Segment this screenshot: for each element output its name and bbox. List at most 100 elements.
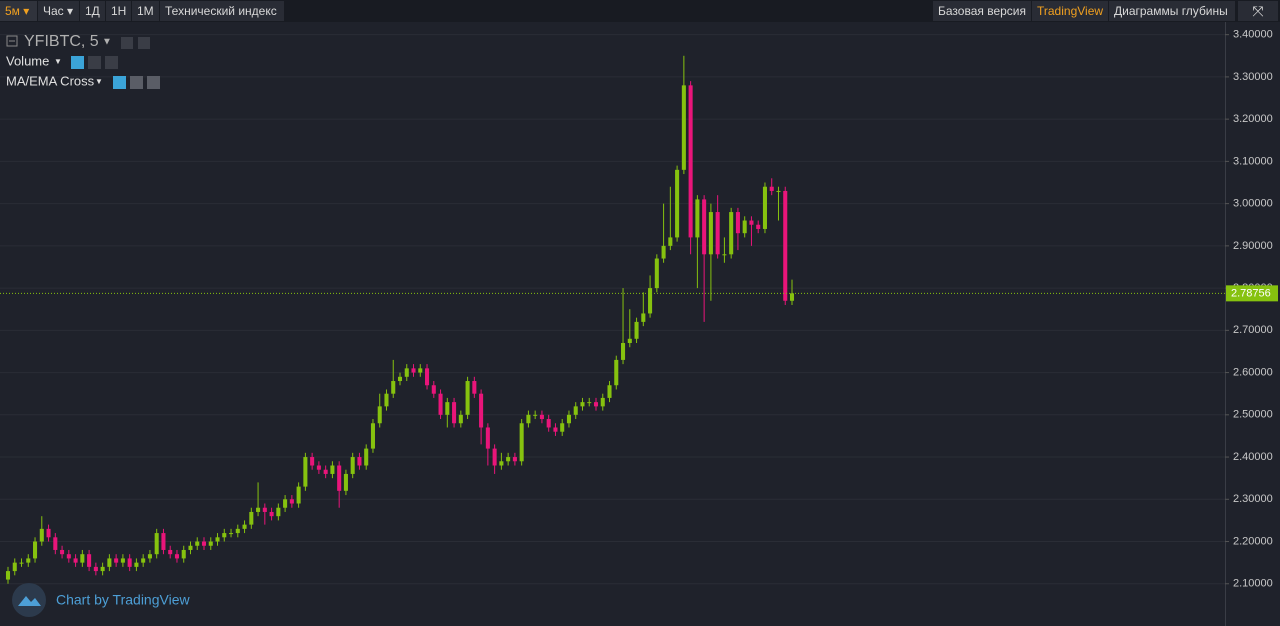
candle-body: [120, 558, 125, 563]
candle-body: [566, 414, 571, 424]
candle-body: [668, 237, 673, 246]
candle-body: [560, 423, 565, 432]
candle-body: [762, 186, 767, 229]
candle-body: [66, 554, 71, 559]
candle-body: [19, 562, 24, 564]
last-price-badge: [1226, 285, 1278, 302]
y-tick-label: 2.20000: [1233, 535, 1273, 547]
candle-body: [458, 414, 463, 424]
candle-body: [627, 338, 632, 344]
interval-button[interactable]: Час ▾: [38, 1, 79, 21]
y-tick-label: 2.90000: [1233, 240, 1273, 252]
dropdown-arrow[interactable]: ▼: [102, 37, 112, 48]
candle-body: [12, 562, 17, 572]
candle-body: [154, 533, 159, 555]
interval-button[interactable]: 1Д: [80, 1, 105, 21]
candle-body: [316, 465, 321, 470]
view-button[interactable]: TradingView: [1032, 1, 1108, 21]
candle-body: [607, 385, 612, 398]
candle-body: [742, 220, 747, 234]
candle-body: [756, 224, 761, 229]
candle-body: [296, 486, 301, 504]
candle-body: [472, 381, 477, 394]
settings-icon[interactable]: [130, 76, 143, 89]
interval-button[interactable]: 1Н: [106, 1, 131, 21]
candle-body: [46, 528, 51, 538]
candle-body: [262, 507, 267, 512]
candle-body: [141, 558, 146, 563]
candle-body: [181, 549, 186, 559]
settings-icon[interactable]: [121, 37, 133, 49]
candle-body: [269, 511, 274, 517]
candle-body: [208, 541, 213, 546]
dropdown-arrow[interactable]: ▼: [95, 77, 103, 86]
last-price-label: 2.78756: [1231, 287, 1271, 299]
candle-body: [675, 169, 680, 238]
candle-body: [330, 465, 335, 474]
candle-body: [769, 186, 774, 191]
interval-button[interactable]: 1М: [132, 1, 159, 21]
indicators-button[interactable]: Технический индекс: [160, 1, 284, 21]
candle-body: [465, 381, 470, 415]
candle-body: [776, 190, 781, 192]
candle-body: [147, 554, 152, 559]
y-tick-label: 2.30000: [1233, 493, 1273, 505]
candle-body: [452, 402, 457, 424]
candle-body: [425, 368, 430, 386]
candle-body: [114, 558, 119, 563]
candle-body: [479, 393, 484, 428]
view-button[interactable]: Диаграммы глубины: [1109, 1, 1235, 21]
candle-body: [249, 511, 254, 525]
legend: YFIBTC, 5 ▼ Volume ▼ MA/EMA Cross ▼: [6, 33, 160, 89]
candle-body: [614, 359, 619, 386]
candle-body: [87, 554, 92, 567]
interval-button[interactable]: 5м ▾: [0, 1, 37, 21]
candle-body: [161, 533, 166, 550]
candle-body: [661, 245, 666, 259]
candle-body: [526, 414, 531, 424]
candle-body: [215, 537, 220, 542]
candle-body: [729, 212, 734, 255]
study-label: Volume: [6, 53, 49, 68]
candle-body: [229, 533, 234, 535]
candle-body: [201, 541, 207, 546]
candle-body: [370, 423, 375, 449]
candle-body: [343, 473, 348, 491]
candle-body: [235, 528, 240, 534]
fullscreen-button[interactable]: ⤧: [1238, 1, 1278, 21]
y-tick-label: 3.20000: [1233, 113, 1273, 125]
interval-label: Час: [43, 4, 64, 18]
candle-body: [384, 393, 389, 407]
candle-body: [256, 507, 261, 512]
candle-body: [168, 549, 173, 555]
y-tick-label: 3.10000: [1233, 155, 1273, 167]
candle-body: [350, 457, 355, 474]
candle-body: [397, 376, 403, 382]
visibility-icon[interactable]: [71, 56, 84, 69]
chart-background: [0, 22, 1280, 626]
candle-body: [715, 212, 720, 255]
collapse-icon[interactable]: [6, 35, 18, 47]
y-tick-label: 2.70000: [1233, 324, 1273, 336]
watermark-text[interactable]: Chart by TradingView: [56, 592, 190, 608]
candle-body: [323, 469, 328, 474]
candle-body: [195, 541, 200, 546]
candle-body: [634, 321, 639, 339]
candle-body: [641, 313, 646, 322]
candle-body: [188, 545, 193, 550]
candle-body: [695, 199, 700, 238]
candle-body: [127, 558, 132, 567]
close-icon[interactable]: [105, 56, 118, 69]
candle-body: [789, 293, 795, 301]
settings-icon[interactable]: [88, 56, 101, 69]
close-icon[interactable]: [138, 37, 150, 49]
close-icon[interactable]: [147, 76, 160, 89]
view-button[interactable]: Базовая версия: [933, 1, 1031, 21]
dropdown-arrow[interactable]: ▼: [54, 57, 62, 66]
y-tick-label: 2.40000: [1233, 451, 1273, 463]
visibility-icon[interactable]: [113, 76, 126, 89]
candle-body: [648, 288, 653, 314]
candle-body: [391, 381, 396, 394]
toolbar: 5м ▾ Час ▾ 1Д 1Н 1М Технический индекс Б…: [0, 0, 1280, 22]
candle-body: [377, 406, 382, 424]
